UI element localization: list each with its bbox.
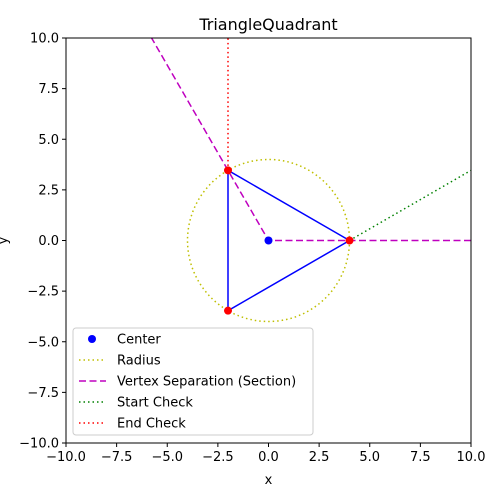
legend: Center Radius Vertex Separation (Section) S…: [72, 327, 314, 436]
x-tick-label: −7.5: [101, 450, 133, 465]
y-tick-label: 7.5: [38, 82, 59, 97]
y-tick-label: 0.0: [38, 234, 59, 249]
legend-label-1: Center: [117, 333, 161, 348]
x-tick-label: 10.0: [457, 450, 486, 465]
x-tick-label: 7.5: [410, 450, 431, 465]
vertex-point-2: [224, 166, 232, 175]
x-tick-label: −5.0: [151, 450, 183, 465]
x-tick-label: 2.5: [309, 450, 330, 465]
vertex-point-1: [345, 236, 354, 245]
chart-title: TriangleQuadrant: [198, 15, 337, 34]
y-tick-label: 2.5: [38, 183, 59, 198]
y-axis-label: y: [0, 236, 11, 244]
legend-label-3: Vertex Separation (Section): [117, 375, 296, 390]
center-point: [264, 236, 273, 245]
y-tick-label: −2.5: [27, 285, 59, 300]
x-tick-label: −10.0: [46, 450, 86, 465]
legend-box: [72, 327, 314, 436]
x-tick-label: 5.0: [359, 450, 380, 465]
legend-label-5: End Check: [117, 417, 186, 432]
y-tick-label: −5.0: [27, 335, 59, 350]
x-axis-label: x: [265, 473, 273, 488]
y-tick-label: 10.0: [30, 32, 59, 47]
y-tick-label: −7.5: [27, 386, 59, 401]
triangle: [227, 169, 352, 312]
legend-marker-center: [88, 335, 96, 343]
series-line-2: [349, 169, 471, 242]
x-tick-label: −2.5: [202, 450, 234, 465]
x-tick-label: 0.0: [258, 450, 279, 465]
legend-label-2: Radius: [117, 354, 161, 369]
y-tick-label: 5.0: [38, 133, 59, 148]
y-tick-label: −10.0: [19, 437, 59, 452]
vertex-point-3: [224, 306, 232, 315]
legend-label-4: Start Check: [117, 396, 193, 411]
